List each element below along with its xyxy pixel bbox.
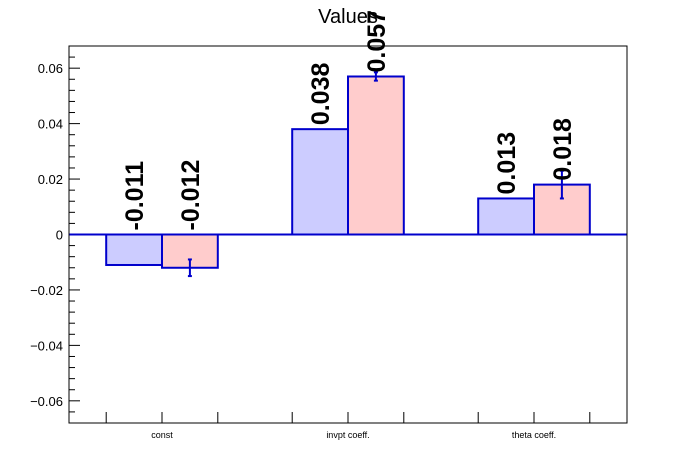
data-label: 0.018 [549,118,577,181]
chart-title: Values [318,6,378,28]
y-tick-label: 0.02 [38,172,63,187]
bar [291,128,350,236]
bar [105,233,163,266]
x-category-label: theta coeff. [512,430,556,440]
data-label: 0.038 [307,63,335,126]
y-tick-label: 0.04 [38,117,63,132]
y-tick-label: −0.04 [30,338,63,353]
y-tick-label: 0.06 [38,61,63,76]
x-category-label: const [151,430,173,440]
plot-frame [68,45,628,424]
bar [477,197,536,236]
bar [347,75,405,236]
plot-area: −0.06 −0.04 −0.02 0 0.02 0.04 0.06 const invpt c… [30,10,627,440]
data-label: 0.013 [493,132,521,195]
x-category-label: invpt coeff. [326,430,369,440]
y-tick-label: 0 [56,228,63,243]
y-tick-label: −0.06 [30,394,63,409]
data-label: 0.057 [363,10,391,73]
data-label: -0.011 [121,161,149,231]
y-tick-label: −0.02 [30,283,63,298]
data-label: -0.012 [177,160,205,231]
